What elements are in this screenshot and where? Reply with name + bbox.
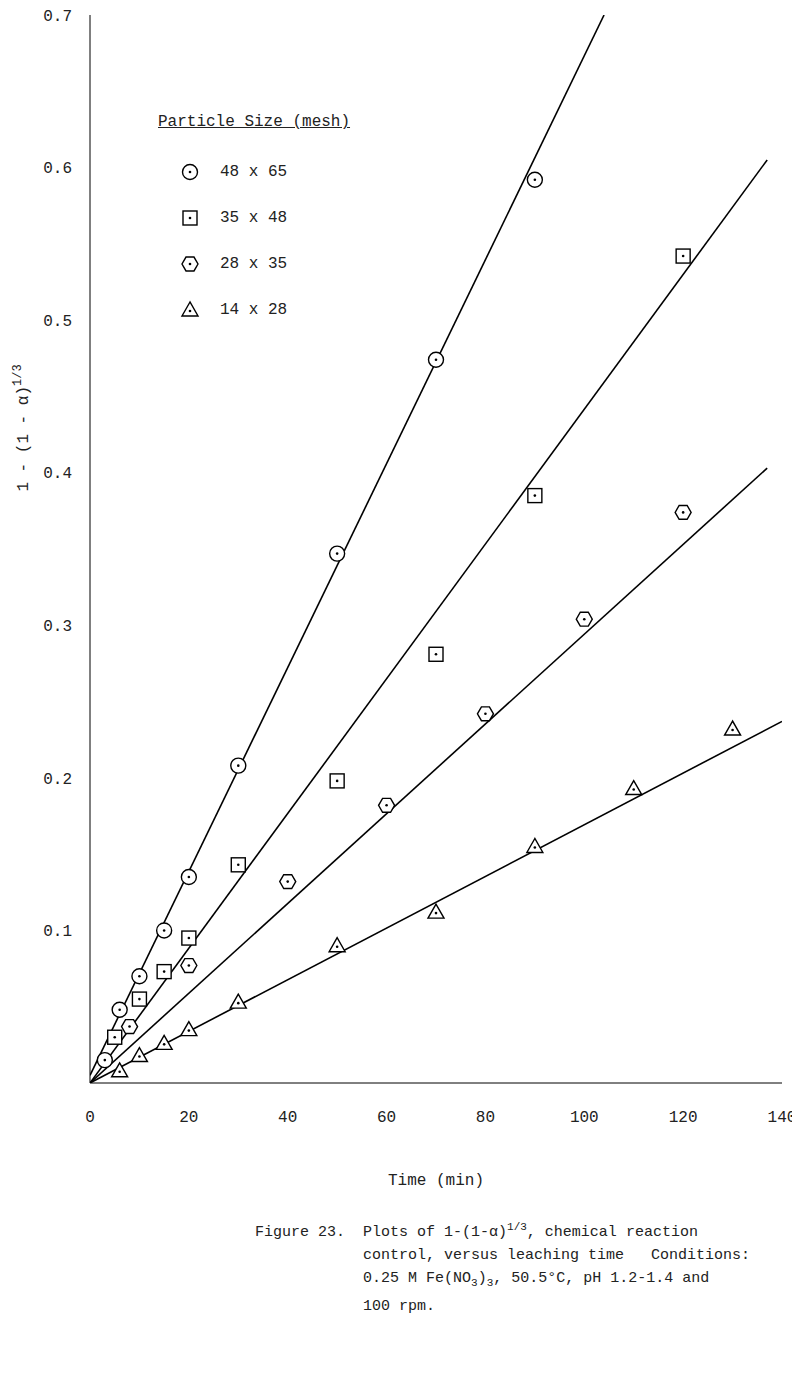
html-text:100 rpm.: 100 rpm. <box>363 1298 435 1315</box>
svg-text:1 - (1 - α)1/3: 1 - (1 - α)1/3 <box>11 364 33 491</box>
svg-text:0.3: 0.3 <box>43 618 72 636</box>
html-text:control, versus leaching time: control, versus leaching time Conditions… <box>363 1247 751 1264</box>
svg-text:0.1: 0.1 <box>43 923 72 941</box>
svg-text:60: 60 <box>377 1109 396 1127</box>
html-text:48 x 65: 48 x 65 <box>220 163 288 181</box>
html-text:14 x 28: 14 x 28 <box>220 301 288 319</box>
svg-text:0.6: 0.6 <box>43 160 72 178</box>
svg-text:40: 40 <box>278 1109 297 1127</box>
html-text:Figure 23. Plots of 1-(1-α)1/3: Figure 23. Plots of 1-(1-α)1/3, chemical… <box>255 1221 698 1241</box>
html-text:0.25 M Fe(NO3)3, 50.5°C, pH 1.: 0.25 M Fe(NO3)3, 50.5°C, pH 1.2-1.4 and <box>363 1270 710 1289</box>
svg-text:80: 80 <box>476 1109 495 1127</box>
svg-text:0.5: 0.5 <box>43 313 72 331</box>
svg-text:20: 20 <box>179 1109 198 1127</box>
html-text:28 x 35: 28 x 35 <box>220 255 288 273</box>
svg-text:120: 120 <box>669 1109 698 1127</box>
svg-text:100: 100 <box>570 1109 599 1127</box>
svg-text:140: 140 <box>768 1109 792 1127</box>
html-text:35 x 48: 35 x 48 <box>220 209 288 227</box>
svg-text:0.7: 0.7 <box>43 8 72 26</box>
html-text:Particle Size (mesh): Particle Size (mesh) <box>158 113 350 131</box>
svg-text:0.2: 0.2 <box>43 771 72 789</box>
svg-text:0: 0 <box>85 1109 95 1127</box>
svg-text:0.4: 0.4 <box>43 465 72 483</box>
svg-text:Time (min): Time (min) <box>388 1172 484 1190</box>
